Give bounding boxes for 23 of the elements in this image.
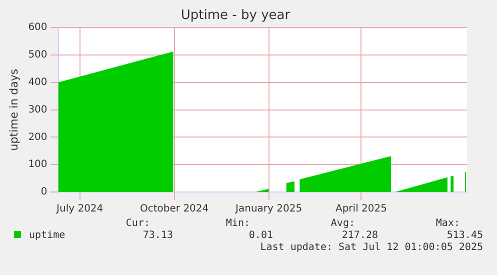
y-tick-label: 300 — [28, 104, 48, 116]
text: 513.45 — [446, 230, 483, 241]
x-tick-label: July 2024 — [56, 204, 104, 215]
text: 217.28 — [342, 230, 378, 241]
text: Avg: — [330, 218, 355, 229]
x-tick-label: January 2025 — [234, 204, 302, 215]
y-tick-label: 0 — [40, 186, 48, 198]
y-tick-label: 100 — [28, 159, 48, 170]
text: 0.01 — [248, 230, 273, 241]
text: Min: — [226, 218, 250, 229]
y-axis-title: uptime in days — [7, 68, 20, 151]
chart-title: Uptime - by year — [180, 8, 291, 24]
y-tick-label: 600 — [28, 22, 48, 34]
x-tick-label: April 2025 — [335, 204, 387, 215]
text: Cur: — [126, 218, 150, 229]
y-tick-label: 200 — [28, 132, 48, 143]
text: Last update: Sat Jul 12 01:00:05 2025 — [260, 242, 483, 253]
y-tick-label: 400 — [28, 76, 48, 88]
text: Max: — [436, 218, 460, 229]
y-tick-label: 500 — [28, 50, 48, 61]
x-tick-label: October 2024 — [140, 204, 209, 215]
legend-label: uptime — [28, 230, 66, 241]
text: 73.13 — [142, 230, 173, 241]
